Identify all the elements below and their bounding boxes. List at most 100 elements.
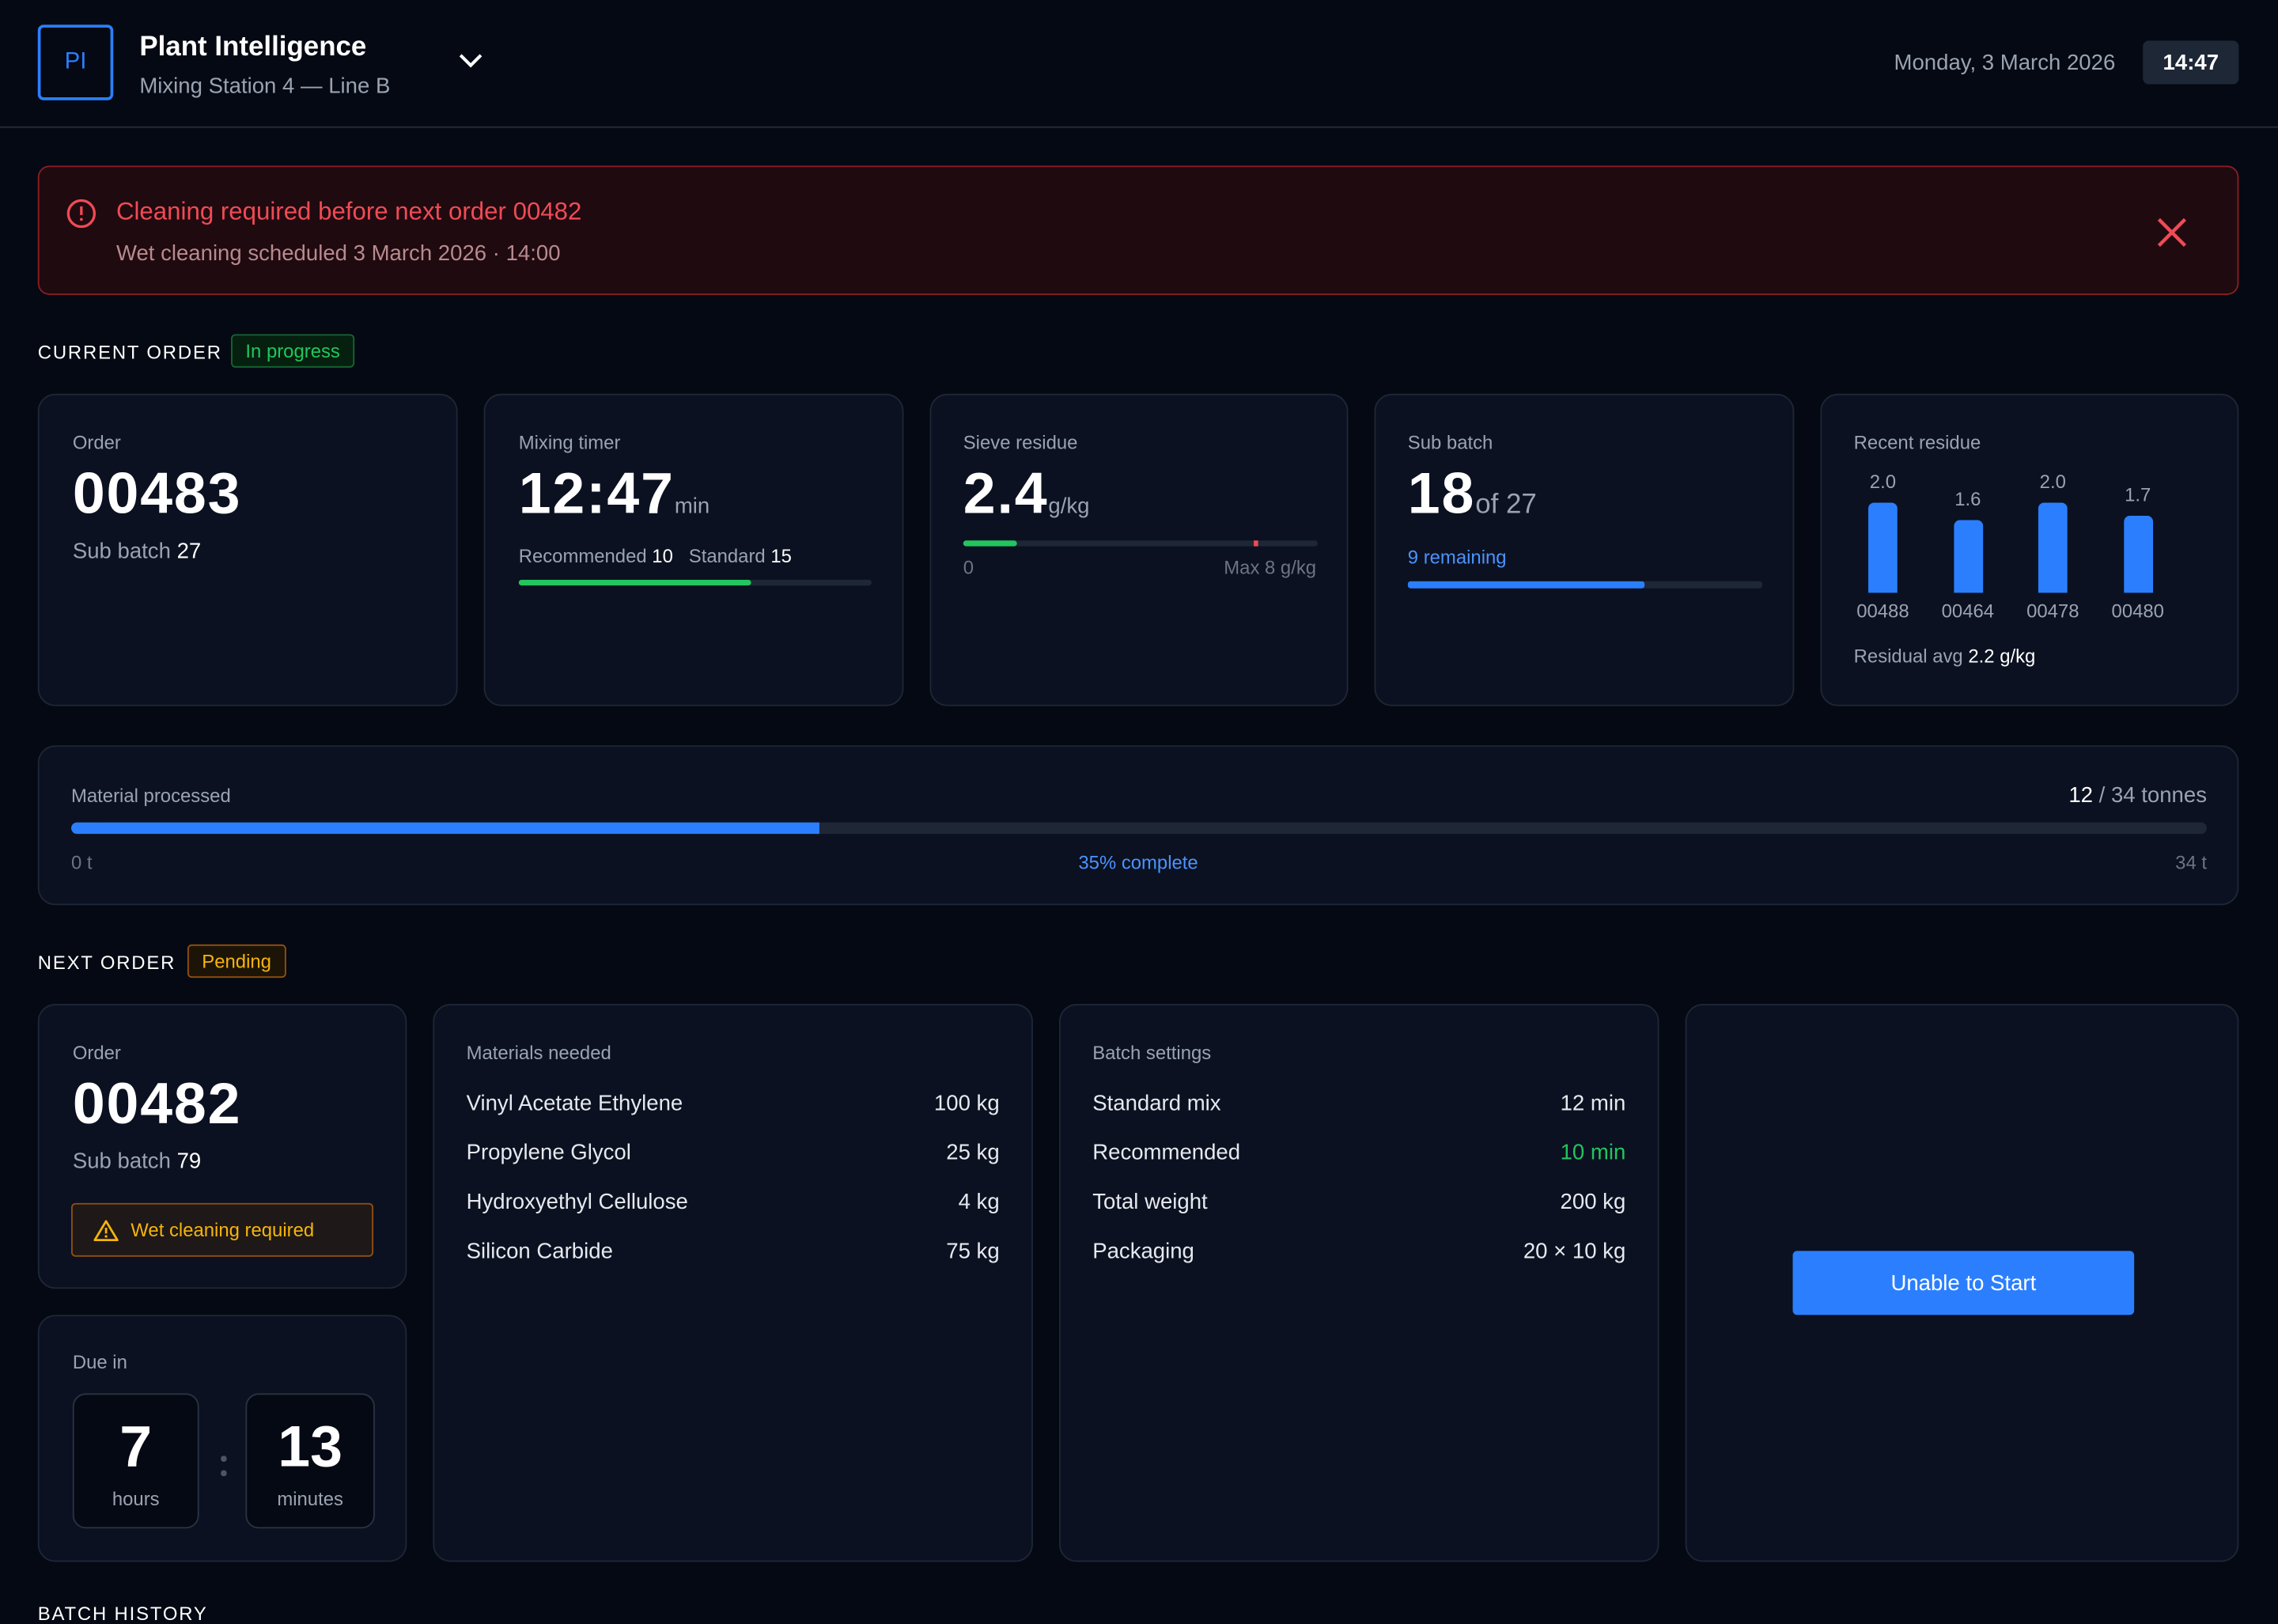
chevron-down-icon[interactable] xyxy=(456,49,486,72)
timer-targets: Recommended 10 Standard 15 xyxy=(519,545,792,567)
sieve-progress-fill xyxy=(963,540,1016,546)
sieve-progress xyxy=(963,540,1318,546)
subbatch-of: of 27 xyxy=(1475,490,1537,521)
residue-bar-category: 00488 xyxy=(1839,600,1926,623)
materials-list: Vinyl Acetate Ethylene 100 kg Propylene G… xyxy=(467,1091,1000,1264)
station-subtitle: Mixing Station 4 — Line B xyxy=(139,74,390,99)
due-label: Due in xyxy=(73,1351,127,1373)
time-separator xyxy=(221,1456,226,1476)
setting-name: Packaging xyxy=(1092,1240,1194,1264)
material-progress xyxy=(71,823,2207,835)
timer-number: 12:47 xyxy=(519,462,675,526)
material-name: Silicon Carbide xyxy=(467,1240,613,1264)
setting-value: 20 × 10 kg xyxy=(1523,1240,1625,1264)
hours-box: 7 hours xyxy=(73,1393,199,1528)
residue-bar-category: 00478 xyxy=(2009,600,2096,623)
alert-title: Cleaning required before next order 0048… xyxy=(116,198,581,227)
timer-progress-fill xyxy=(519,580,752,585)
material-name: Hydroxyethyl Cellulose xyxy=(467,1190,688,1214)
setting-name: Standard mix xyxy=(1092,1091,1220,1115)
status-badge-in-progress: In progress xyxy=(231,334,354,367)
wet-cleaning-warning: Wet cleaning required xyxy=(71,1203,373,1257)
subbatch-progress xyxy=(1408,581,1762,589)
sub-batch-label: Sub batch xyxy=(73,539,171,563)
subbatch-value: 18of 27 xyxy=(1408,462,1537,528)
residue-bar xyxy=(2038,503,2068,593)
logo: PI xyxy=(38,25,114,100)
material-qty: 75 kg xyxy=(946,1240,999,1264)
minutes-value: 13 xyxy=(247,1412,373,1482)
subbatch-remaining: 9 remaining xyxy=(1408,547,1507,569)
setting-name: Total weight xyxy=(1092,1190,1208,1214)
sieve-max: Max 8 g/kg xyxy=(1224,556,1316,578)
residue-bar-category: 00464 xyxy=(1924,600,2011,623)
sieve-number: 2.4 xyxy=(963,462,1049,526)
warning-triangle-icon xyxy=(93,1218,119,1241)
material-name: Propylene Glycol xyxy=(467,1141,631,1165)
material-done: 12 xyxy=(2068,783,2093,808)
setting-row: Recommended 10 min xyxy=(1092,1141,1625,1165)
batch-settings-card: Batch settings Standard mix12 min Recomm… xyxy=(1059,1004,1659,1562)
residue-bar-value: 2.0 xyxy=(1854,471,1912,493)
subbatch-progress-fill xyxy=(1408,581,1644,589)
warning-text: Wet cleaning required xyxy=(131,1219,314,1241)
standard-label: Standard xyxy=(689,545,766,567)
alert-circle-icon xyxy=(66,198,97,229)
subbatch-label: Sub batch xyxy=(1408,432,1493,454)
order-number: 00483 xyxy=(73,462,241,528)
subbatch-number: 18 xyxy=(1408,462,1475,526)
setting-value: 12 min xyxy=(1561,1091,1626,1115)
recent-residue-card: Recent residue 2.0004881.6004642.0004781… xyxy=(1820,394,2238,706)
timer-unit: min xyxy=(675,494,710,518)
setting-value: 200 kg xyxy=(1561,1190,1626,1214)
timer-progress xyxy=(519,580,872,585)
material-total: / 34 tonnes xyxy=(2099,783,2207,808)
next-sub-batch-label: Sub batch xyxy=(73,1149,171,1174)
setting-row: Total weight 200 kg xyxy=(1092,1190,1625,1214)
next-sub-batch: Sub batch 79 xyxy=(73,1149,201,1174)
list-item: Hydroxyethyl Cellulose 4 kg xyxy=(467,1190,1000,1214)
date: Monday, 3 March 2026 xyxy=(1894,51,2116,75)
next-sub-batch-value: 79 xyxy=(177,1149,202,1174)
next-order-heading: NEXT ORDER xyxy=(38,952,176,974)
sieve-min: 0 xyxy=(963,556,974,578)
due-in-card: Due in 7 hours 13 minutes xyxy=(38,1315,407,1562)
material-qty: 25 kg xyxy=(946,1141,999,1165)
recommended-value: 10 xyxy=(652,545,673,567)
materials-needed-card: Materials needed Vinyl Acetate Ethylene 1… xyxy=(433,1004,1033,1562)
next-order-card: Order 00482 Sub batch 79 Wet cleaning re… xyxy=(38,1004,407,1289)
material-qty: 100 kg xyxy=(934,1091,1000,1115)
minutes-label: minutes xyxy=(247,1488,373,1510)
start-card: Unable to Start xyxy=(1686,1004,2239,1562)
material-label: Material processed xyxy=(71,785,231,807)
minutes-box: 13 minutes xyxy=(245,1393,374,1528)
sub-batch-value: 27 xyxy=(177,539,202,563)
residue-bar-value: 1.6 xyxy=(1939,489,1996,511)
list-item: Silicon Carbide 75 kg xyxy=(467,1240,1000,1264)
hours-value: 7 xyxy=(74,1412,198,1482)
limit-marker xyxy=(1254,540,1258,546)
avg-label: Residual avg xyxy=(1854,645,1963,668)
header: PI Plant Intelligence Mixing Station 4 —… xyxy=(0,0,2278,128)
residue-bar-value: 1.7 xyxy=(2109,484,2166,506)
avg-value: 2.2 g/kg xyxy=(1968,645,2035,668)
material-qty: 4 kg xyxy=(959,1190,1000,1214)
close-icon[interactable] xyxy=(2155,215,2189,250)
sub-batch: Sub batch 27 xyxy=(73,539,201,563)
materials-label: Materials needed xyxy=(467,1042,1000,1064)
unable-to-start-button[interactable]: Unable to Start xyxy=(1793,1251,2135,1315)
timer-label: Mixing timer xyxy=(519,432,621,454)
setting-name: Recommended xyxy=(1092,1141,1240,1165)
residue-bar xyxy=(2123,517,2152,593)
sieve-unit: g/kg xyxy=(1048,494,1089,518)
clock: 14:47 xyxy=(2143,40,2238,84)
sub-batch-card: Sub batch 18of 27 9 remaining xyxy=(1375,394,1795,706)
residue-bar-value: 2.0 xyxy=(2024,471,2082,493)
order-label: Order xyxy=(73,432,121,454)
alert-detail: Wet cleaning scheduled 3 March 2026 · 14… xyxy=(116,241,561,266)
sieve-residue-card: Sieve residue 2.4g/kg 0 Max 8 g/kg xyxy=(930,394,1349,706)
setting-value: 10 min xyxy=(1561,1141,1626,1165)
status-badge-pending: Pending xyxy=(187,944,286,978)
material-name: Vinyl Acetate Ethylene xyxy=(467,1091,683,1115)
standard-value: 15 xyxy=(770,545,792,567)
